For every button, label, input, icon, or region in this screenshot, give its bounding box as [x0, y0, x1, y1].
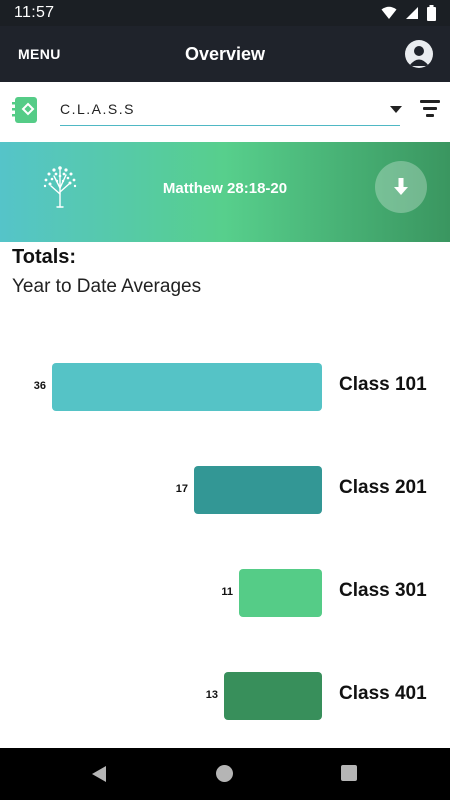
download-arrow-icon: [394, 178, 408, 195]
status-bar: 11:57: [0, 0, 450, 26]
class-averages-chart: 36 Class 101 17 Class 201 11 Class 301 13 Class…: [0, 340, 450, 740]
page-title: Overview: [184, 44, 266, 64]
bar-value-label: 36: [33, 380, 46, 392]
bar-class-301[interactable]: [239, 569, 322, 617]
filter-icon-line-3: [426, 114, 434, 117]
bar-value-label: 11: [221, 586, 233, 598]
class-select-dropdown[interactable]: C.L.A.S.S: [60, 98, 402, 126]
filter-icon-line-2: [423, 107, 437, 110]
bar-class-401[interactable]: [224, 672, 322, 720]
system-nav-bar: [0, 748, 450, 800]
wifi-icon: [381, 6, 397, 19]
menu-button[interactable]: MENU: [18, 46, 61, 62]
bar-value-label: 13: [205, 689, 218, 701]
verse-reference: Matthew 28:18-20: [162, 180, 288, 197]
dropdown-arrow-icon: [390, 106, 402, 113]
app-bar: MENU Overview: [0, 26, 450, 82]
bar-category-label: Class 401: [339, 683, 427, 704]
bar-class-201[interactable]: [194, 466, 322, 514]
filter-icon: [420, 100, 440, 103]
totals-subtitle: Year to Date Averages: [12, 276, 202, 297]
bar-value-label: 17: [175, 483, 188, 495]
bar-category-label: Class 301: [339, 580, 427, 601]
totals-title: Totals:: [12, 246, 77, 268]
download-button[interactable]: [375, 161, 427, 213]
notebook-icon: [12, 97, 37, 123]
battery-icon: [427, 5, 436, 21]
person-icon: [409, 46, 429, 66]
bar-class-101[interactable]: [52, 363, 322, 411]
cell-signal-icon: [406, 7, 418, 19]
verse-banner: Matthew 28:18-20: [0, 142, 450, 242]
class-select-value: C.L.A.S.S: [60, 101, 135, 117]
avatar[interactable]: [405, 40, 433, 68]
home-icon[interactable]: [216, 765, 233, 782]
back-icon[interactable]: [91, 765, 107, 783]
status-icons: [381, 5, 436, 21]
tree-icon: [43, 166, 77, 208]
recents-icon[interactable]: [341, 765, 357, 781]
class-selector-row: C.L.A.S.S: [0, 82, 450, 142]
bar-category-label: Class 101: [339, 374, 427, 395]
bar-category-label: Class 201: [339, 477, 427, 498]
filter-button[interactable]: [420, 100, 440, 122]
status-time: 11:57: [14, 4, 55, 21]
